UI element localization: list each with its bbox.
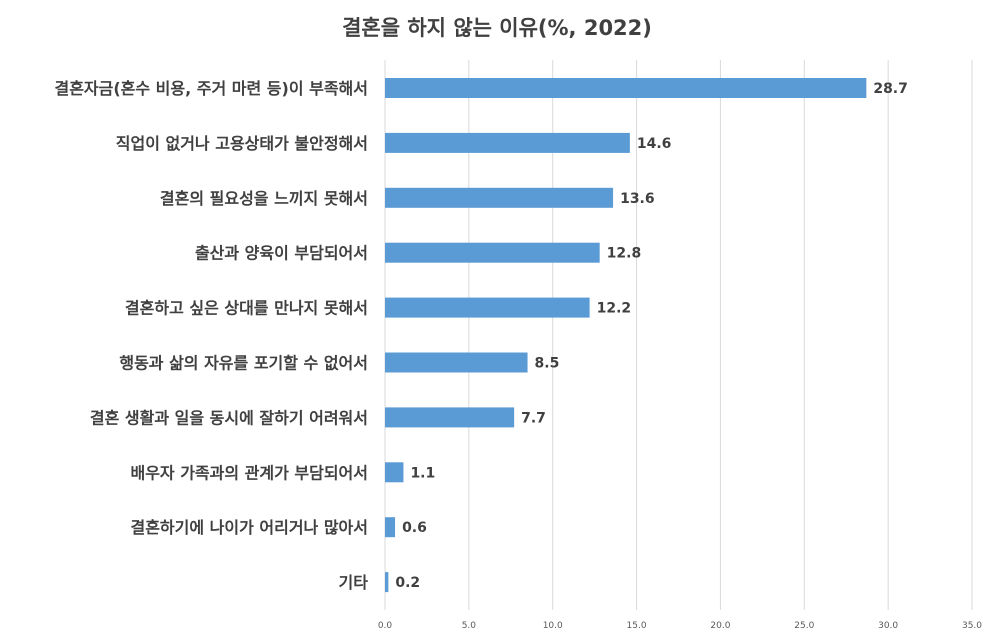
data-label: 0.2 — [395, 575, 420, 591]
value-labels: 28.7 14.6 13.6 12.8 12.2 8.5 7.7 1.1 0.6 0.2 — [395, 81, 908, 591]
category-label: 결혼자금(혼수 비용, 주거 마련 등)이 부족해서 — [54, 79, 368, 98]
category-label: 배우자 가족과의 관계가 부담되어서 — [130, 463, 368, 482]
category-label: 결혼 생활과 일을 동시에 잘하기 어려워서 — [90, 408, 368, 427]
x-tick-label: 35.0 — [962, 621, 982, 631]
x-tick-label: 10.0 — [543, 621, 563, 631]
bar — [385, 517, 396, 538]
data-label: 12.8 — [607, 246, 642, 262]
data-label: 28.7 — [873, 81, 908, 97]
data-label: 13.6 — [620, 191, 655, 207]
x-tick-label: 20.0 — [710, 621, 730, 631]
category-label: 직업이 없거나 고용상태가 불안정해서 — [116, 134, 368, 153]
data-label: 8.5 — [535, 356, 560, 372]
bar — [385, 407, 515, 428]
x-axis-ticks: 0.0 5.0 10.0 15.0 20.0 25.0 30.0 35.0 — [378, 621, 982, 631]
x-tick-label: 30.0 — [878, 621, 898, 631]
bar — [385, 187, 614, 208]
data-label: 12.2 — [597, 301, 632, 317]
bar — [385, 242, 600, 263]
data-label: 0.6 — [402, 520, 427, 536]
category-label: 출산과 양육이 부담되어서 — [195, 244, 368, 263]
chart-title: 결혼을 하지 않는 이유(%, 2022) — [342, 16, 652, 40]
bar — [385, 352, 528, 373]
category-label: 결혼하고 싶은 상대를 만나지 못해서 — [125, 299, 368, 318]
category-label: 행동과 삶의 자유를 포기할 수 없어서 — [119, 354, 368, 373]
bars — [385, 78, 867, 593]
data-label: 1.1 — [410, 465, 435, 481]
bar — [385, 132, 630, 153]
bar — [385, 78, 867, 98]
data-label: 7.7 — [521, 410, 546, 426]
category-label: 기타 — [339, 573, 369, 592]
category-label: 결혼하기에 나이가 어리거나 많아서 — [130, 518, 368, 537]
x-tick-label: 0.0 — [378, 621, 393, 631]
category-label: 결혼의 필요성을 느끼지 못해서 — [160, 189, 368, 208]
data-label: 14.6 — [637, 136, 672, 152]
bar — [385, 462, 404, 483]
x-tick-label: 25.0 — [794, 621, 814, 631]
bar — [385, 572, 389, 593]
x-tick-label: 5.0 — [462, 621, 477, 631]
x-tick-label: 15.0 — [627, 621, 647, 631]
bar — [385, 297, 590, 318]
